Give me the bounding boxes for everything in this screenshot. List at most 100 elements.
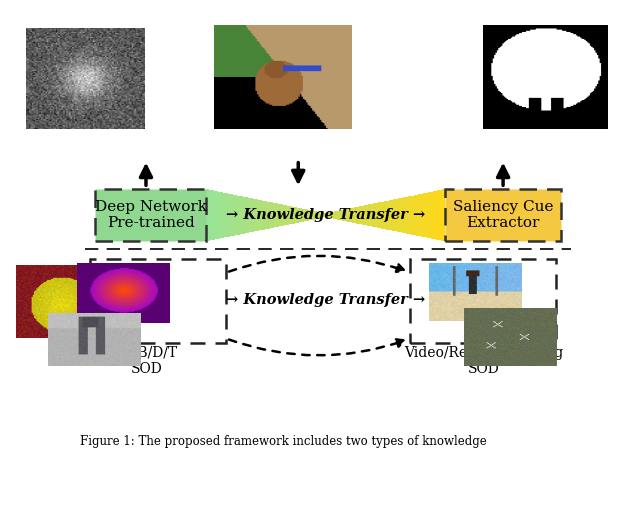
Polygon shape [332,212,333,219]
Polygon shape [217,191,218,239]
Polygon shape [329,213,330,218]
Polygon shape [406,197,408,234]
Polygon shape [426,193,427,237]
Polygon shape [404,197,405,233]
Polygon shape [317,212,318,219]
Polygon shape [236,195,237,235]
Polygon shape [328,213,329,218]
Polygon shape [314,211,315,219]
Polygon shape [372,204,373,227]
Polygon shape [207,189,209,241]
Polygon shape [315,211,316,219]
Polygon shape [262,200,264,230]
Polygon shape [340,210,341,220]
Polygon shape [253,198,254,232]
Polygon shape [399,198,401,232]
Polygon shape [234,195,235,235]
Polygon shape [366,205,367,225]
Polygon shape [373,204,374,227]
Polygon shape [264,201,265,230]
Polygon shape [408,196,409,234]
Polygon shape [279,204,280,226]
Polygon shape [220,192,221,238]
Polygon shape [266,201,267,229]
Polygon shape [232,194,233,236]
Polygon shape [431,191,433,239]
Polygon shape [298,208,300,223]
Polygon shape [398,198,399,232]
Polygon shape [284,205,285,225]
Polygon shape [254,199,255,231]
Polygon shape [344,209,346,221]
Polygon shape [409,196,410,234]
Polygon shape [385,201,386,229]
Polygon shape [230,194,232,236]
Polygon shape [436,191,437,240]
Polygon shape [297,208,298,223]
Polygon shape [216,191,217,239]
Polygon shape [420,194,422,236]
Polygon shape [291,207,292,224]
Polygon shape [419,194,420,236]
Polygon shape [423,193,424,237]
Polygon shape [360,206,361,224]
Polygon shape [271,203,272,228]
Polygon shape [252,198,253,232]
Polygon shape [222,192,223,238]
Polygon shape [248,197,250,233]
Polygon shape [290,206,291,224]
Polygon shape [241,196,242,234]
Polygon shape [394,199,395,231]
Polygon shape [335,211,336,219]
Polygon shape [294,207,296,223]
Polygon shape [318,212,319,219]
Polygon shape [336,211,337,219]
Text: Deep Network
Pre-trained: Deep Network Pre-trained [95,200,207,230]
Polygon shape [396,199,397,231]
Polygon shape [434,191,435,239]
Polygon shape [305,209,307,221]
Polygon shape [440,190,441,240]
Polygon shape [367,205,369,226]
Polygon shape [359,207,360,224]
Polygon shape [444,189,445,241]
Polygon shape [362,206,364,225]
Polygon shape [355,207,356,223]
Polygon shape [237,195,239,235]
Polygon shape [239,196,240,235]
Polygon shape [257,199,258,231]
Polygon shape [285,205,286,225]
Polygon shape [278,204,279,227]
Polygon shape [348,209,349,222]
Polygon shape [212,190,214,240]
Polygon shape [402,197,403,233]
Polygon shape [272,203,273,228]
Polygon shape [244,197,246,233]
Polygon shape [365,205,366,225]
Polygon shape [218,191,220,239]
Polygon shape [260,200,261,230]
Polygon shape [422,193,423,237]
Polygon shape [311,211,312,220]
Polygon shape [275,203,276,227]
Polygon shape [324,213,326,217]
Polygon shape [300,208,301,222]
Polygon shape [282,205,283,226]
Polygon shape [301,209,303,222]
Polygon shape [210,190,211,240]
Polygon shape [374,203,376,227]
Polygon shape [242,196,243,234]
Polygon shape [339,211,340,220]
Polygon shape [428,192,429,238]
Polygon shape [247,197,248,233]
Polygon shape [296,208,297,223]
Polygon shape [321,213,322,218]
Polygon shape [334,212,335,219]
Polygon shape [211,190,212,240]
Polygon shape [255,199,257,231]
Polygon shape [429,192,430,238]
Polygon shape [280,204,282,226]
Polygon shape [246,197,247,233]
Polygon shape [364,206,365,225]
Polygon shape [424,193,426,237]
